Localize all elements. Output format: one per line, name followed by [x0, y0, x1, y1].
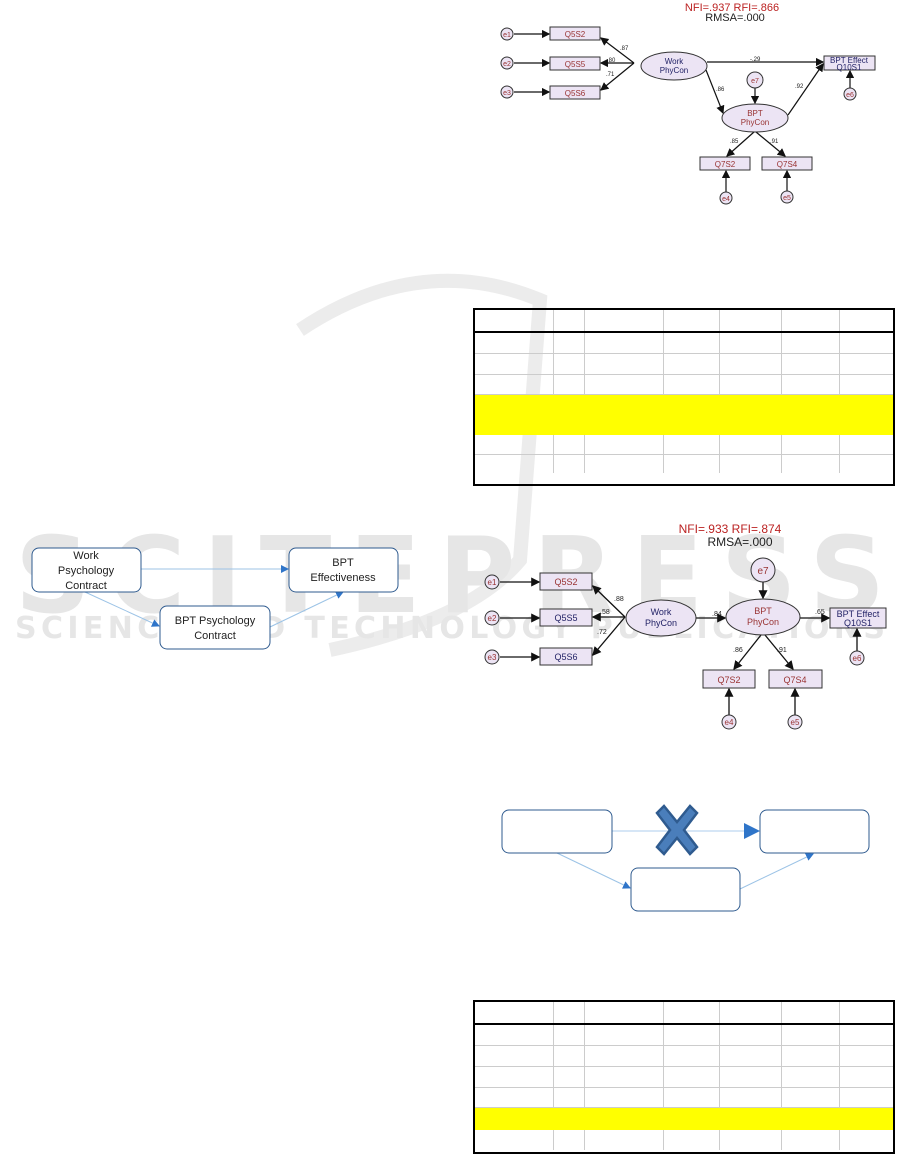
sem-model-1: NFI=.937 RFI=.866 RMSA=.000	[500, 2, 876, 205]
bpt-effectiveness-box	[288, 547, 399, 593]
svg-text:e7: e7	[757, 566, 769, 577]
svg-text:.65: .65	[815, 609, 825, 616]
svg-text:e1: e1	[488, 578, 497, 587]
svg-text:BPT Effect: BPT Effect	[837, 609, 880, 619]
svg-text:Q5S5: Q5S5	[565, 60, 586, 69]
svg-text:.87: .87	[620, 46, 629, 52]
svg-text:.92: .92	[795, 84, 804, 90]
highlighted-row	[475, 1108, 893, 1130]
svg-text:e7: e7	[751, 78, 759, 85]
svg-text:PhyCon: PhyCon	[741, 118, 769, 127]
fit-indices: NFI=.933 RFI=.874	[679, 522, 782, 536]
svg-text:Q5S6: Q5S6	[554, 652, 577, 662]
bpt-psychology-contract-box	[159, 605, 271, 650]
svg-text:Q10S1: Q10S1	[837, 63, 862, 72]
svg-text:PhyCon: PhyCon	[645, 618, 677, 628]
svg-text:e5: e5	[783, 195, 791, 202]
svg-text:e3: e3	[503, 90, 511, 97]
results-table-2	[473, 1000, 895, 1154]
svg-text:e6: e6	[853, 654, 862, 663]
svg-text:e3: e3	[488, 653, 497, 662]
svg-text:Q5S2: Q5S2	[565, 30, 586, 39]
work-psychology-contract-box	[31, 547, 142, 593]
highlighted-row	[475, 395, 893, 435]
svg-text:e2: e2	[503, 61, 511, 68]
svg-text:Q7S2: Q7S2	[717, 675, 740, 685]
svg-text:Q5S6: Q5S6	[565, 89, 586, 98]
conceptual-model-diagram: Work Psychology Contract BPT Effectiveness …	[31, 547, 399, 650]
svg-text:e4: e4	[722, 196, 730, 203]
rmsa: RMSA=.000	[705, 12, 765, 24]
svg-text:PhyCon: PhyCon	[660, 66, 688, 75]
svg-text:.72: .72	[597, 629, 607, 636]
fit-indices: NFI=.937 RFI=.866	[685, 2, 779, 14]
cross-icon	[655, 804, 699, 856]
revised-model-diagram	[501, 804, 870, 912]
svg-text:e5: e5	[791, 718, 800, 727]
svg-text:.91: .91	[777, 647, 787, 654]
svg-text:.71: .71	[606, 72, 615, 78]
results-table-1	[473, 308, 895, 486]
svg-text:BPT: BPT	[747, 109, 763, 118]
svg-text:Work: Work	[665, 57, 685, 66]
svg-text:e2: e2	[488, 614, 497, 623]
rmsa: RMSA=.000	[707, 535, 772, 549]
svg-text:e4: e4	[725, 718, 734, 727]
svg-text:.84: .84	[712, 611, 722, 618]
svg-text:Q5S5: Q5S5	[554, 613, 577, 623]
svg-text:.91: .91	[770, 139, 779, 145]
svg-text:Q7S4: Q7S4	[783, 675, 806, 685]
svg-text:Work: Work	[651, 607, 672, 617]
svg-text:Q7S2: Q7S2	[715, 160, 736, 169]
svg-text:PhyCon: PhyCon	[747, 617, 779, 627]
svg-text:.58: .58	[600, 609, 610, 616]
svg-text:BPT: BPT	[754, 606, 772, 616]
svg-text:.80: .80	[607, 58, 616, 64]
svg-text:BPT Effect: BPT Effect	[830, 56, 869, 65]
svg-text:Q10S1: Q10S1	[844, 618, 872, 628]
svg-text:Q7S4: Q7S4	[777, 160, 798, 169]
svg-text:.88: .88	[614, 596, 624, 603]
svg-text:-.29: -.29	[750, 57, 761, 63]
svg-text:.85: .85	[730, 139, 739, 145]
svg-text:.86: .86	[733, 647, 743, 654]
svg-text:e6: e6	[846, 92, 854, 99]
sem-model-2: NFI=.933 RFI=.874 RMSA=.000 e1	[484, 522, 887, 730]
svg-text:Q5S2: Q5S2	[554, 577, 577, 587]
svg-text:e1: e1	[503, 32, 511, 39]
svg-text:.86: .86	[716, 87, 725, 93]
